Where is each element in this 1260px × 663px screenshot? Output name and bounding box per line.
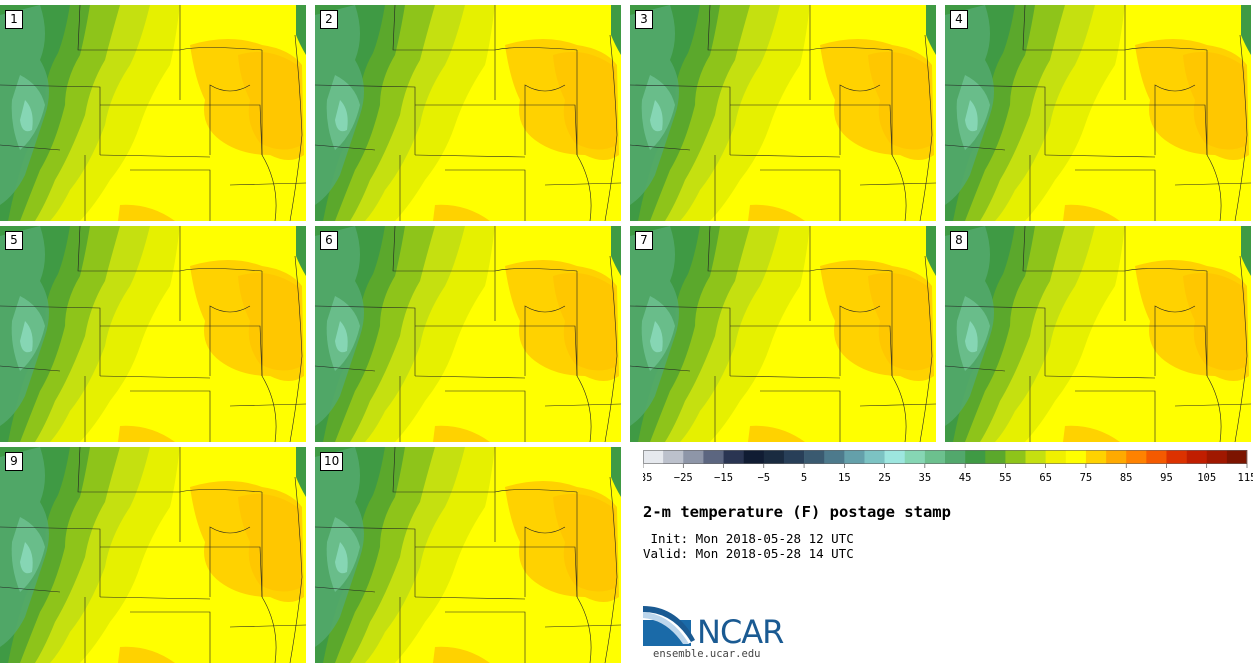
- colorbar-tick-label: 45: [959, 472, 972, 484]
- ensemble-url[interactable]: ensemble.ucar.edu: [653, 648, 761, 660]
- colorbar-tick-label: −35: [643, 472, 652, 484]
- stamp-map-2[interactable]: 2: [315, 5, 621, 221]
- stamp-map-10[interactable]: 10: [315, 447, 621, 663]
- temperature-map: [0, 226, 306, 442]
- temperature-map: [315, 5, 621, 221]
- stamp-map-1[interactable]: 1: [0, 5, 306, 221]
- colorbar-tick-label: 55: [999, 472, 1012, 484]
- init-time: Init: Mon 2018-05-28 12 UTC: [643, 531, 854, 546]
- colorbar-segment: [1005, 450, 1026, 464]
- colorbar-tick-label: 65: [1039, 472, 1052, 484]
- stamp-map-7[interactable]: 7: [630, 226, 936, 442]
- temperature-map: [0, 447, 306, 663]
- stamp-number: 8: [950, 231, 968, 250]
- stamp-number: 7: [635, 231, 653, 250]
- stamp-number: 10: [320, 452, 344, 471]
- temperature-map: [630, 226, 936, 442]
- colorbar-segment: [1085, 450, 1107, 464]
- colorbar-segment: [1146, 450, 1167, 464]
- colorbar-segment: [723, 450, 744, 464]
- colorbar-segment: [864, 450, 885, 464]
- colorbar-segment: [1206, 450, 1228, 464]
- stamp-number: 9: [5, 452, 23, 471]
- stamp-map-5[interactable]: 5: [0, 226, 306, 442]
- ncar-wordmark: NCAR: [697, 613, 784, 651]
- colorbar-segment: [1126, 450, 1147, 464]
- colorbar-tick-label: −5: [757, 472, 770, 484]
- temperature-map: [315, 226, 621, 442]
- stamp-number: 6: [320, 231, 338, 250]
- colorbar-segment: [824, 450, 845, 464]
- colorbar-segment: [804, 450, 825, 464]
- temperature-map: [0, 5, 306, 221]
- stamp-number: 3: [635, 10, 653, 29]
- colorbar-tick-label: −15: [714, 472, 733, 484]
- stamp-number: 1: [5, 10, 23, 29]
- colorbar-tick-label: 115: [1238, 472, 1253, 484]
- colorbar-segment: [1025, 450, 1046, 464]
- stamp-map-9[interactable]: 9: [0, 447, 306, 663]
- stamp-map-4[interactable]: 4: [945, 5, 1251, 221]
- colorbar-segment: [965, 450, 986, 464]
- colorbar-tick-label: 75: [1080, 472, 1093, 484]
- colorbar-segment: [1186, 450, 1208, 464]
- colorbar-segment: [743, 450, 765, 464]
- colorbar-tick-label: −25: [674, 472, 693, 484]
- colorbar-tick-label: 5: [801, 472, 807, 484]
- colorbar-segment: [683, 450, 704, 464]
- colorbar-segment: [1045, 450, 1067, 464]
- colorbar-tick-label: 95: [1160, 472, 1173, 484]
- colorbar-frame: [643, 450, 1247, 464]
- figure-title: 2-m temperature (F) postage stamp: [643, 503, 951, 521]
- stamp-number: 4: [950, 10, 968, 29]
- stamp-map-6[interactable]: 6: [315, 226, 621, 442]
- colorbar-tick-label: 15: [838, 472, 851, 484]
- colorbar-segment: [924, 450, 946, 464]
- temperature-colorbar: −35 −25 −15 −5 5 15 25 35 45 55 65 75 85 95 105 115: [643, 450, 1253, 484]
- colorbar-segment: [763, 450, 785, 464]
- colorbar-segment: [1106, 450, 1127, 464]
- colorbar-segment: [844, 450, 865, 464]
- ncar-logo-icon: [643, 606, 695, 646]
- temperature-map: [945, 5, 1251, 221]
- colorbar-tick-label: 35: [919, 472, 932, 484]
- colorbar-segment: [703, 450, 724, 464]
- colorbar-segment: [643, 450, 664, 464]
- colorbar-segment: [663, 450, 684, 464]
- temperature-map: [315, 447, 621, 663]
- temperature-map: [945, 226, 1251, 442]
- temperature-map: [630, 5, 936, 221]
- colorbar-segment: [945, 450, 966, 464]
- valid-time: Valid: Mon 2018-05-28 14 UTC: [643, 546, 854, 561]
- stamp-number: 5: [5, 231, 23, 250]
- colorbar-segment: [783, 450, 805, 464]
- colorbar-segment: [985, 450, 1006, 464]
- colorbar-segment: [1226, 450, 1248, 464]
- colorbar-segment: [1065, 450, 1087, 464]
- colorbar-segment: [1166, 450, 1187, 464]
- colorbar-segment: [904, 450, 926, 464]
- stamp-map-8[interactable]: 8: [945, 226, 1251, 442]
- colorbar-tick-label: 25: [878, 472, 891, 484]
- stamp-map-3[interactable]: 3: [630, 5, 936, 221]
- colorbar-tick-label: 105: [1197, 472, 1216, 484]
- colorbar-segment: [884, 450, 906, 464]
- colorbar-tick-label: 85: [1120, 472, 1133, 484]
- stamp-number: 2: [320, 10, 338, 29]
